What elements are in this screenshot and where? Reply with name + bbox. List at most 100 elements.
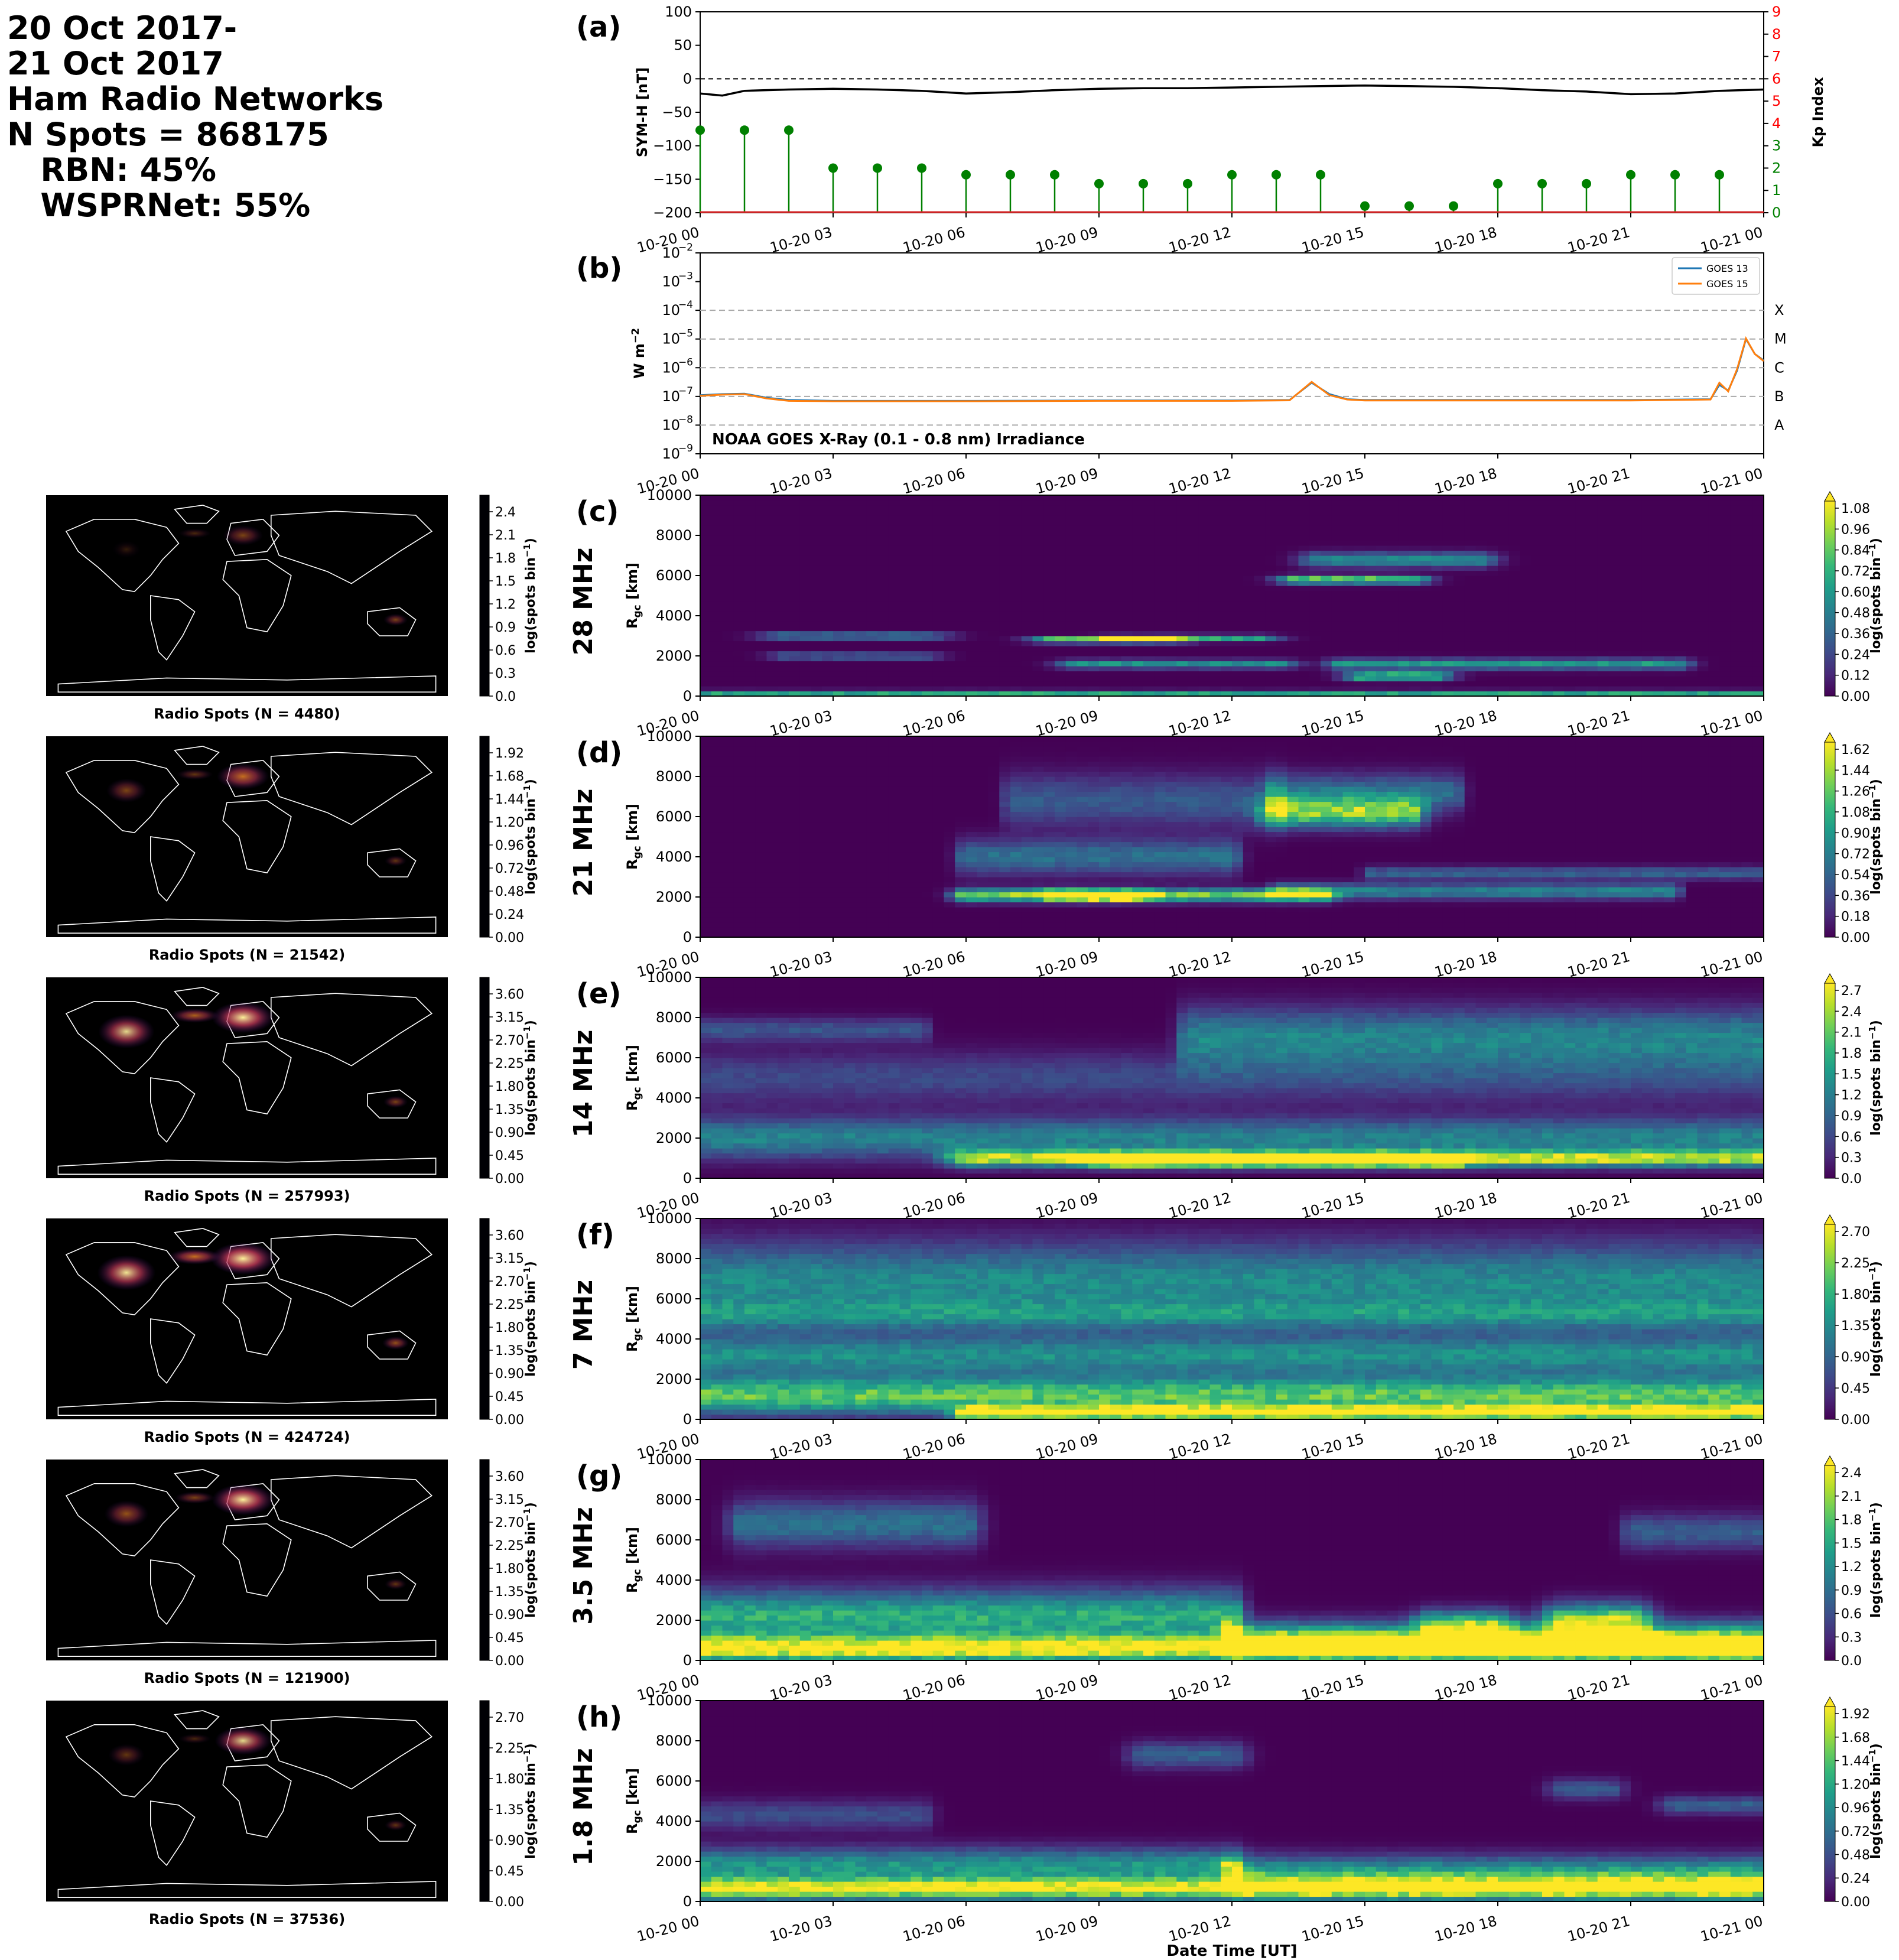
heatmap-cell	[756, 525, 767, 531]
heatmap-cell	[711, 862, 723, 867]
heatmap-cell	[1586, 631, 1598, 636]
heatmap-cell	[856, 922, 867, 928]
heatmap-cell	[1332, 606, 1343, 611]
heatmap-cell	[1332, 651, 1343, 656]
heatmap-cell	[733, 756, 744, 762]
heatmap-cell	[1476, 611, 1487, 616]
heatmap-cell	[1365, 606, 1376, 611]
heatmap-cell	[1110, 666, 1121, 671]
heatmap-cell	[933, 621, 944, 626]
heatmap-cell	[856, 782, 867, 787]
heatmap-cell	[733, 626, 744, 631]
heatmap-cell	[1498, 525, 1509, 531]
heatmap-cell	[1686, 596, 1698, 601]
heatmap-cell	[1166, 656, 1177, 661]
heatmap-cell	[1088, 541, 1099, 546]
heatmap-cell	[1686, 541, 1698, 546]
heatmap-cell	[1664, 545, 1675, 551]
heatmap-cell	[1332, 565, 1343, 571]
heatmap-cell	[1686, 500, 1698, 506]
heatmap-cell	[922, 611, 933, 616]
heatmap-cell	[1432, 641, 1443, 646]
heatmap-cell	[723, 631, 734, 636]
heatmap-cell	[1299, 656, 1310, 661]
heatmap-cell	[778, 756, 789, 762]
heatmap-cell	[1043, 626, 1055, 631]
heatmap-cell	[1121, 631, 1133, 636]
heatmap-cell	[944, 676, 955, 681]
heatmap-cell	[800, 837, 811, 842]
heatmap-cell	[822, 551, 833, 556]
heatmap-cell	[778, 495, 789, 500]
heatmap-cell	[778, 671, 789, 677]
heatmap-cell	[844, 616, 856, 621]
heatmap-cell	[1155, 606, 1166, 611]
heatmap-cell	[1731, 511, 1742, 516]
heatmap-cell	[1387, 500, 1399, 506]
heatmap-cell	[833, 887, 844, 892]
heatmap-cell	[999, 591, 1010, 596]
heatmap-cell	[1387, 545, 1399, 551]
heatmap-cell	[833, 827, 844, 832]
heatmap-cell	[1088, 666, 1099, 671]
heatmap-cell	[1132, 505, 1143, 511]
heatmap-cell	[1243, 631, 1254, 636]
heatmap-cell	[900, 776, 911, 782]
heatmap-cell	[1675, 555, 1686, 561]
heatmap-cell	[822, 882, 833, 888]
heatmap-cell	[1542, 606, 1553, 611]
heatmap-cell	[1409, 656, 1420, 661]
heatmap-cell	[1575, 631, 1586, 636]
heatmap-cell	[922, 601, 933, 606]
y-tick-label: 2000	[656, 648, 692, 664]
heatmap-cell	[1476, 576, 1487, 581]
heatmap-cell	[1155, 626, 1166, 631]
heatmap-cell	[1265, 596, 1276, 601]
heatmap-cell	[1387, 651, 1399, 656]
heatmap-cell	[1376, 565, 1387, 571]
heatmap-cell	[955, 651, 966, 656]
heatmap-cell	[1398, 601, 1409, 606]
heatmap-cell	[1553, 661, 1565, 667]
heatmap-cell	[1043, 565, 1055, 571]
heatmap-cell	[911, 756, 922, 762]
heatmap-cell	[966, 646, 977, 651]
heatmap-cell	[866, 857, 877, 862]
heatmap-cell	[733, 842, 744, 847]
heatmap-cell	[811, 802, 822, 807]
heatmap-cell	[1365, 591, 1376, 596]
heatmap-cell	[1542, 551, 1553, 556]
heatmap-cell	[1398, 500, 1409, 506]
heatmap-cell	[800, 641, 811, 646]
heatmap-cell	[1232, 495, 1243, 500]
heatmap-cell	[844, 822, 856, 827]
heatmap-cell	[911, 596, 922, 601]
heatmap-cell	[767, 812, 778, 817]
heatmap-cell	[1420, 686, 1432, 691]
heatmap-cell	[1276, 561, 1287, 566]
heatmap-cell	[1653, 586, 1664, 591]
heatmap-cell	[1321, 565, 1332, 571]
heatmap-cell	[1254, 641, 1266, 646]
heatmap-cell	[1465, 561, 1476, 566]
heatmap-cell	[833, 802, 844, 807]
heatmap-cell	[1631, 681, 1642, 687]
heatmap-cell	[1309, 541, 1321, 546]
heatmap-cell	[1653, 555, 1664, 561]
heatmap-cell	[988, 505, 1000, 511]
heatmap-cell	[955, 505, 966, 511]
heatmap	[700, 495, 1764, 697]
heatmap-cell	[911, 862, 922, 867]
heatmap-cell	[877, 606, 889, 611]
heatmap-cell	[1620, 641, 1631, 646]
heatmap-cell	[1243, 555, 1254, 561]
heatmap-cell	[889, 661, 900, 667]
heatmap-cell	[1088, 671, 1099, 677]
heatmap-cell	[1453, 576, 1465, 581]
heatmap-cell	[1022, 616, 1033, 621]
heatmap-cell	[723, 852, 734, 857]
heatmap-cell	[1155, 681, 1166, 687]
heatmap-cell	[1287, 661, 1299, 667]
heatmap-cell	[911, 907, 922, 912]
heatmap-cell	[1719, 576, 1731, 581]
